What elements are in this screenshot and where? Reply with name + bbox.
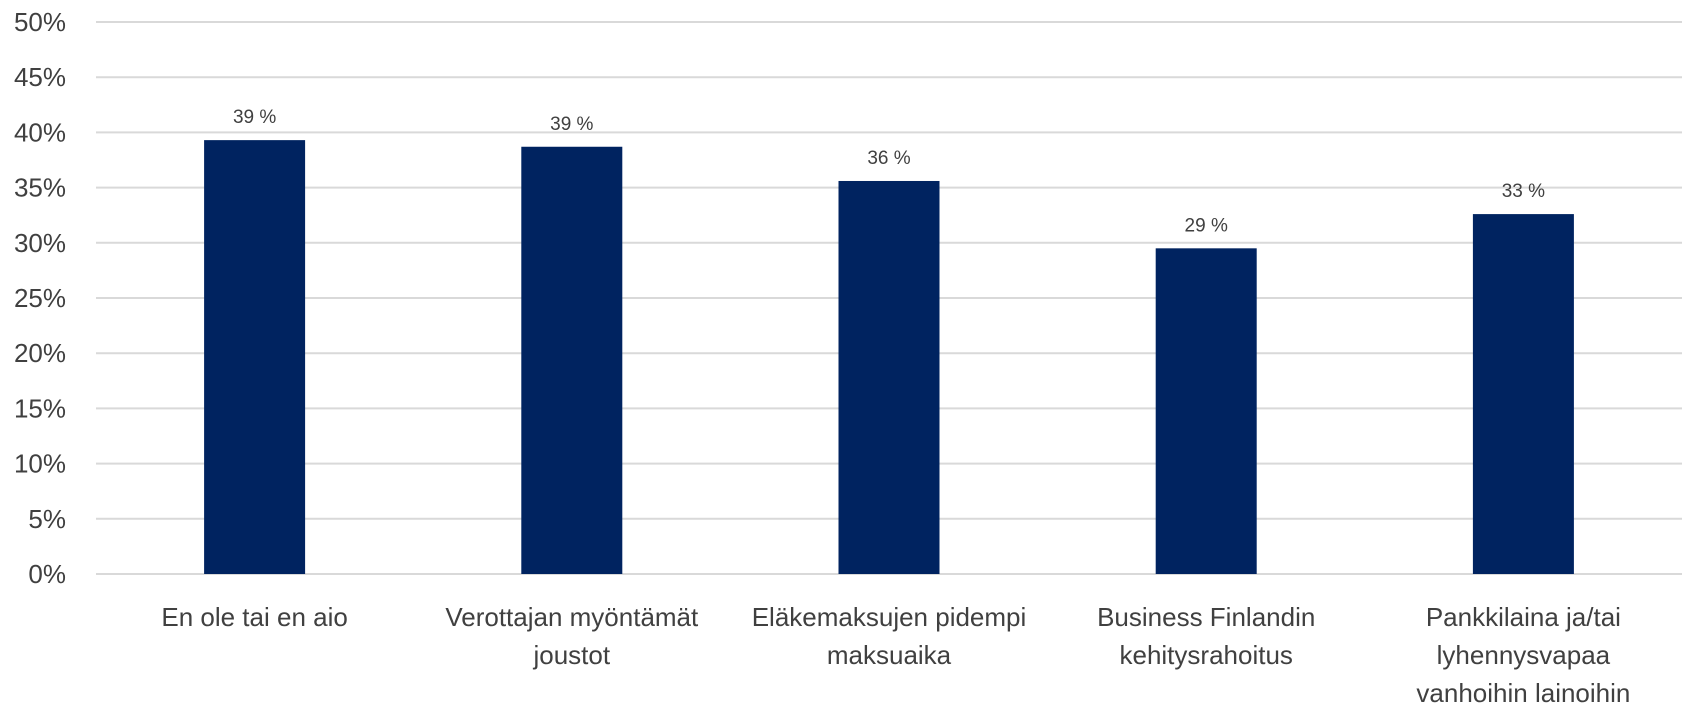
y-tick-label: 25% [14,283,66,313]
category-label: lyhennysvapaa [1437,640,1611,670]
category-label: vanhoihin lainoihin [1416,678,1630,705]
category-label: kehitysrahoitus [1119,640,1292,670]
y-tick-label: 30% [14,228,66,258]
y-tick-label: 5% [28,504,66,534]
category-label: Pankkilaina ja/tai [1426,602,1621,632]
y-tick-label: 40% [14,117,66,147]
y-tick-label: 10% [14,449,66,479]
y-tick-label: 50% [14,7,66,37]
bar [1472,214,1574,574]
x-axis-category-labels: En ole tai en aio Verottajan myöntämät jou… [161,602,1630,705]
data-label: 36 % [867,148,910,169]
y-tick-label: 20% [14,338,66,368]
y-axis-tick-labels: 0% 5% 10% 15% 20% 25% 30% 35% 40% 45% 50% [14,7,66,589]
y-tick-label: 35% [14,173,66,203]
bar [1155,248,1257,574]
data-label: 39 % [550,114,593,135]
data-label: 33 % [1502,181,1545,202]
category-label: En ole tai en aio [161,602,347,632]
data-label: 29 % [1185,215,1228,236]
y-tick-label: 15% [14,393,66,423]
category-label: Eläkemaksujen pidempi [752,602,1027,632]
y-tick-label: 45% [14,62,66,92]
data-labels: 39 % 39 % 36 % 29 % 33 % [233,107,1545,236]
bar [521,146,623,574]
category-label: maksuaika [827,640,952,670]
category-label: joustot [532,640,610,670]
bars [204,140,1574,575]
bar [838,180,940,574]
category-label: Verottajan myöntämät [445,602,699,632]
bar [204,140,306,575]
data-label: 39 % [233,107,276,128]
category-label: Business Finlandin [1097,602,1315,632]
y-tick-label: 0% [28,559,66,589]
